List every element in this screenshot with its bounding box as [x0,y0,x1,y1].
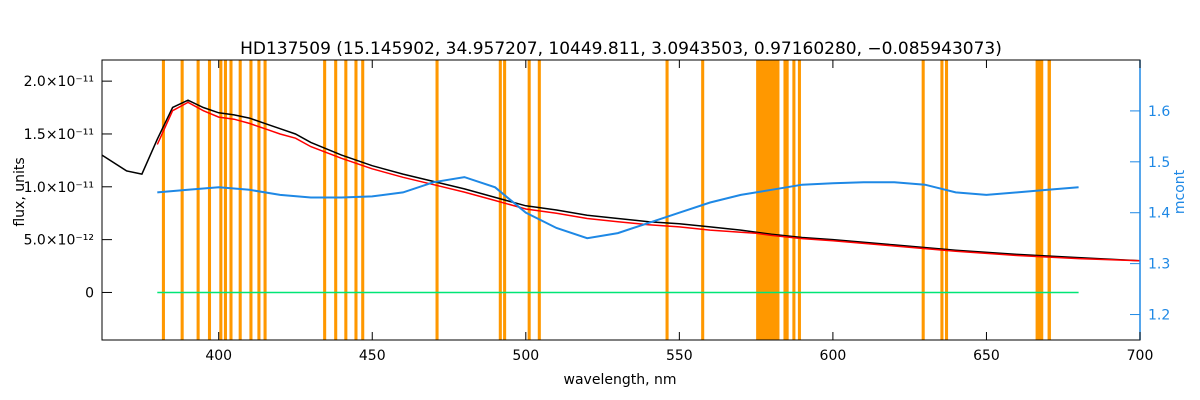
masked-band-25 [792,60,796,340]
x-tick-label-3: 550 [666,348,693,364]
masked-band-19 [527,60,531,340]
masked-band-21 [665,60,669,340]
masked-band-24 [783,60,789,340]
masked-band-9 [257,60,261,340]
x-axis-label: wavelength, nm [564,372,677,388]
y-tick-label-4: 2.0×10⁻¹¹ [24,74,94,90]
chart-title: HD137509 (15.145902, 34.957207, 10449.81… [240,39,1002,59]
masked-bands [161,60,1051,340]
series-line-1 [156,101,1141,262]
masked-band-13 [344,60,348,340]
masked-band-12 [334,60,338,340]
x-tick-label-2: 500 [512,348,539,364]
masked-band-22 [701,60,705,340]
masked-band-28 [940,60,944,340]
masked-band-29 [944,60,949,340]
masked-band-31 [1047,60,1051,340]
masked-band-14 [354,60,358,340]
x-tick-label-6: 700 [1127,348,1154,364]
y-right-tick-label-0: 1.2 [1148,308,1170,324]
masked-band-30 [1035,60,1044,340]
y-right-tick-label-1: 1.3 [1148,257,1170,273]
series-line-0 [101,99,1141,262]
y-tick-label-1: 5.0×10⁻¹² [24,233,94,249]
masked-band-4 [219,60,223,340]
masked-band-20 [537,60,541,340]
y-axis-label: flux, units [12,157,28,226]
masked-band-11 [323,60,327,340]
y-tick-label-2: 1.0×10⁻¹¹ [24,180,94,196]
masked-band-1 [180,60,184,340]
masked-band-2 [196,60,200,340]
masked-band-10 [263,60,267,340]
y-right-tick-label-4: 1.6 [1148,104,1170,120]
masked-band-3 [207,60,212,340]
masked-band-7 [238,60,242,340]
series-layer [101,99,1141,294]
masked-band-15 [361,60,365,340]
x-tick-label-1: 450 [359,348,386,364]
masked-band-26 [797,60,801,340]
masked-band-0 [161,60,165,340]
y-right-tick-label-2: 1.4 [1148,206,1170,222]
y-tick-label-3: 1.5×10⁻¹¹ [24,127,94,143]
masked-band-6 [229,60,233,340]
series-line-2 [157,176,1079,240]
x-tick-label-5: 650 [973,348,1000,364]
x-tick-label-0: 400 [205,348,232,364]
masked-band-23 [756,60,780,340]
masked-band-8 [249,60,253,340]
masked-band-17 [498,60,502,340]
right-y-axis-label: mcont [1172,169,1188,214]
masked-band-27 [921,60,925,340]
x-tick-label-4: 600 [820,348,847,364]
masked-band-5 [223,60,227,340]
y-right-tick-label-3: 1.5 [1148,155,1170,171]
y-tick-label-0: 0 [85,285,94,301]
masked-band-16 [435,60,439,340]
axes: 400 450 500 550 600 650 700 0 5.0×10⁻¹² 1.0×10⁻¹¹… [24,59,1170,364]
